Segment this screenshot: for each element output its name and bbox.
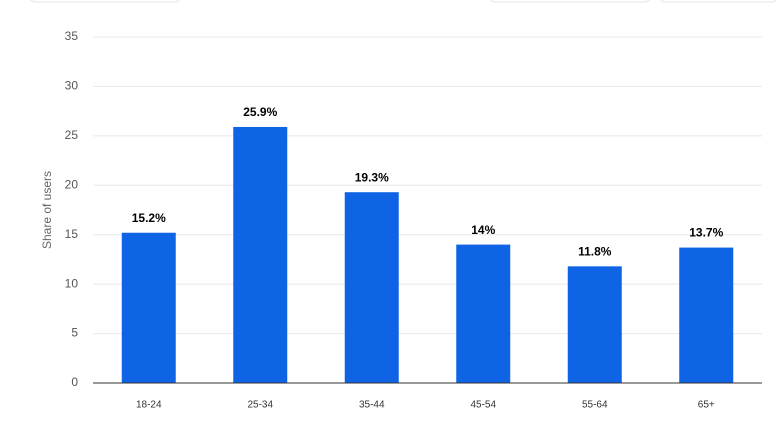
y-tick-label: 15	[65, 227, 79, 241]
bar	[233, 126, 288, 384]
top-button[interactable]	[30, 0, 180, 3]
x-tick-label: 25-34	[247, 400, 273, 411]
y-tick-label: 0	[71, 375, 78, 389]
y-tick-label: 5	[71, 326, 78, 340]
y-tick-label: 25	[65, 128, 79, 142]
value-label: 11.8%	[578, 245, 612, 259]
x-tick-label: 65+	[698, 400, 715, 411]
y-tick-label: 35	[65, 29, 79, 43]
bar	[456, 244, 511, 383]
y-tick-label: 20	[65, 177, 79, 191]
value-label: 15.2%	[132, 211, 166, 225]
top-button[interactable]	[490, 0, 650, 3]
x-tick-label: 45-54	[470, 400, 496, 411]
top-button[interactable]	[660, 0, 777, 3]
value-label: 25.9%	[243, 105, 277, 119]
bar	[344, 192, 399, 383]
bar	[121, 232, 176, 383]
value-label: 13.7%	[689, 226, 723, 240]
y-tick-label: 30	[65, 79, 79, 93]
bar	[567, 266, 622, 383]
y-tick-label: 10	[65, 276, 79, 290]
x-tick-label: 55-64	[582, 400, 608, 411]
y-axis-label: Share of users	[40, 171, 54, 249]
value-label: 19.3%	[355, 170, 389, 184]
x-tick-label: 18-24	[136, 400, 162, 411]
x-tick-label: 35-44	[359, 400, 385, 411]
bar	[679, 247, 734, 383]
value-label: 14%	[471, 223, 495, 237]
